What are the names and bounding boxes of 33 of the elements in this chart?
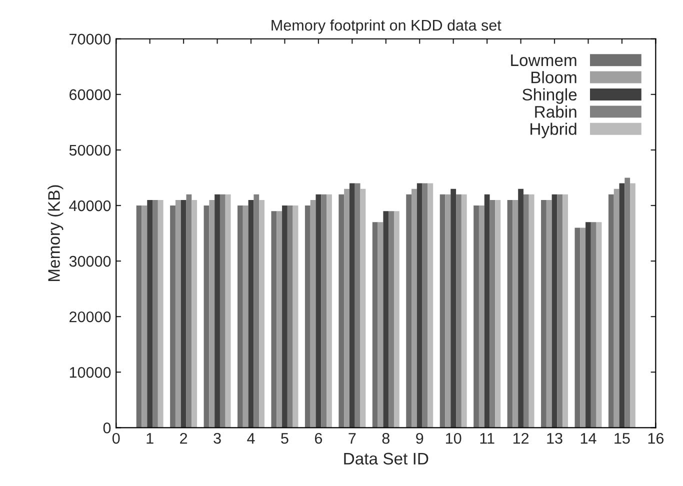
x-tick-label: 6 (314, 432, 322, 444)
x-tick-label: 10 (446, 432, 462, 444)
x-axis-title: Data Set ID (344, 452, 428, 465)
x-tick-label: 15 (614, 433, 630, 444)
chart-title: Memory footprint on KDD data set (272, 19, 502, 34)
x-tick-label: 13 (547, 432, 562, 444)
x-tick-label: 4 (247, 433, 255, 444)
y-tick-label: 60000 (70, 89, 111, 100)
x-tick-label: 8 (382, 432, 390, 444)
legend-label: Hybrid (530, 122, 576, 138)
y-tick-label: 70000 (70, 34, 111, 45)
y-tick-label: 50000 (69, 144, 111, 156)
x-tick-label: 16 (648, 432, 664, 444)
legend-label: Rabin (535, 105, 576, 118)
x-tick-label: 0 (112, 432, 120, 444)
y-tick-label: 10000 (70, 367, 111, 378)
x-tick-label: 5 (281, 433, 288, 444)
x-tick-label: 7 (348, 433, 356, 444)
y-tick-label: 0 (103, 422, 111, 434)
x-tick-label: 2 (180, 432, 188, 444)
legend-label: Shingle (522, 88, 577, 104)
y-tick-label: 30000 (69, 256, 111, 267)
y-tick-label: 40000 (69, 200, 111, 212)
x-tick-label: 1 (146, 433, 154, 444)
x-tick-label: 14 (580, 433, 596, 444)
x-tick-label: 11 (480, 433, 494, 444)
x-tick-label: 12 (513, 432, 529, 444)
y-axis-title: Memory (KB) (48, 185, 64, 281)
y-tick-label: 20000 (70, 311, 111, 322)
legend-label: Bloom (531, 71, 576, 84)
x-tick-label: 9 (416, 432, 424, 444)
x-tick-label: 3 (214, 432, 221, 444)
legend-label: Lowmem (511, 54, 576, 66)
